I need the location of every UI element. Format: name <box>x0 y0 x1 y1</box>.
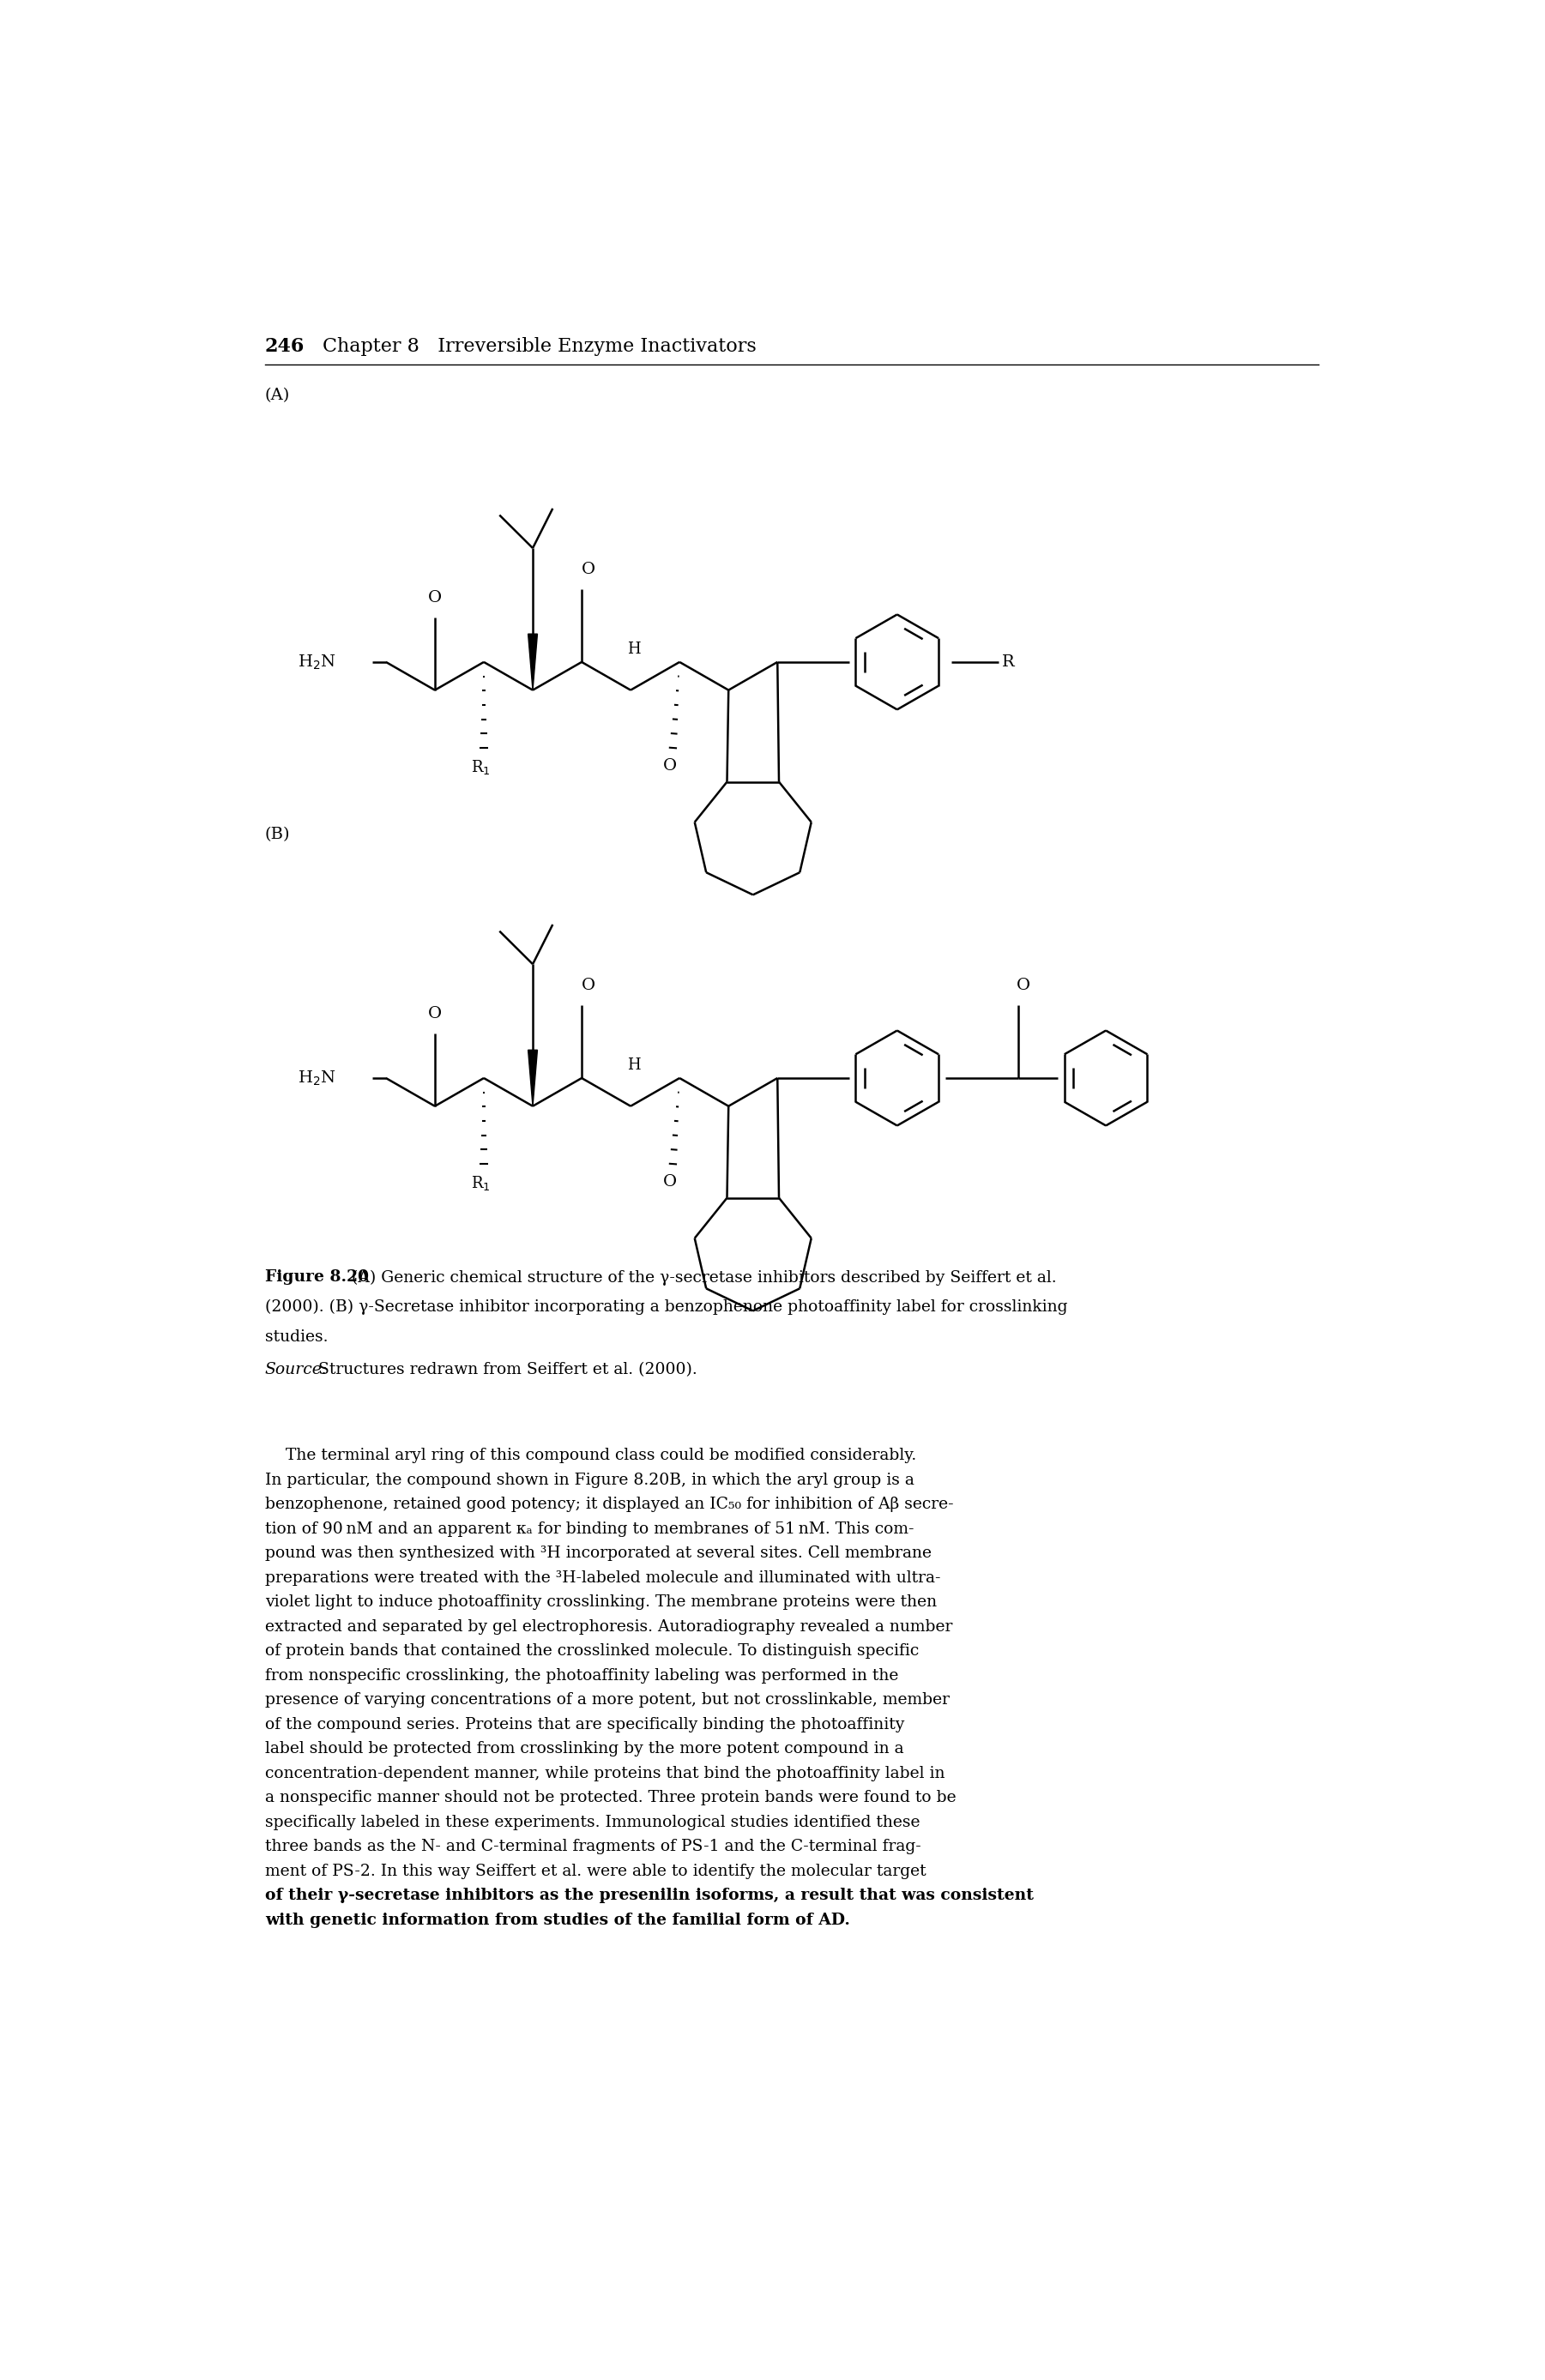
Text: (2000). (B) γ-Secretase inhibitor incorporating a benzophenone photoaffinity lab: (2000). (B) γ-Secretase inhibitor incorp… <box>264 1299 1068 1316</box>
Text: (A) Generic chemical structure of the γ-secretase inhibitors described by Seiffe: (A) Generic chemical structure of the γ-… <box>341 1269 1057 1285</box>
Text: H: H <box>627 643 641 657</box>
Text: with genetic information from studies of the familial form of AD.: with genetic information from studies of… <box>264 1911 850 1928</box>
Text: O: O <box>581 978 595 992</box>
Text: H: H <box>627 1057 641 1073</box>
Text: O: O <box>663 757 677 774</box>
Text: pound was then synthesized with ³H incorporated at several sites. Cell membrane: pound was then synthesized with ³H incor… <box>264 1545 932 1561</box>
Text: H$_2$N: H$_2$N <box>298 652 337 671</box>
Text: of the compound series. Proteins that are specifically binding the photoaffinity: of the compound series. Proteins that ar… <box>264 1716 904 1733</box>
Text: (B): (B) <box>264 828 290 843</box>
Text: 246: 246 <box>264 338 304 357</box>
Polygon shape <box>528 633 538 690</box>
Text: extracted and separated by gel electrophoresis. Autoradiography revealed a numbe: extracted and separated by gel electroph… <box>264 1618 952 1635</box>
Text: In particular, the compound shown in Figure 8.20B, in which the aryl group is a: In particular, the compound shown in Fig… <box>264 1473 915 1488</box>
Text: of their γ-secretase inhibitors as the presenilin isoforms, a result that was co: of their γ-secretase inhibitors as the p… <box>264 1887 1034 1904</box>
Text: three bands as the N- and C-terminal fragments of PS-1 and the C-terminal frag-: three bands as the N- and C-terminal fra… <box>264 1840 921 1854</box>
Text: O: O <box>1017 978 1031 992</box>
Text: preparations were treated with the ³H-labeled molecule and illuminated with ultr: preparations were treated with the ³H-la… <box>264 1571 941 1585</box>
Text: R: R <box>1001 655 1014 669</box>
Text: The terminal aryl ring of this compound class could be modified considerably.: The terminal aryl ring of this compound … <box>264 1447 916 1464</box>
Text: specifically labeled in these experiments. Immunological studies identified thes: specifically labeled in these experiment… <box>264 1814 919 1830</box>
Text: O: O <box>663 1173 677 1190</box>
Text: ment of PS-2. In this way Seiffert et al. were able to identify the molecular ta: ment of PS-2. In this way Seiffert et al… <box>264 1864 925 1878</box>
Text: H$_2$N: H$_2$N <box>298 1069 337 1088</box>
Text: tion of 90 nM and an apparent κₐ for binding to membranes of 51 nM. This com-: tion of 90 nM and an apparent κₐ for bin… <box>264 1521 915 1537</box>
Text: presence of varying concentrations of a more potent, but not crosslinkable, memb: presence of varying concentrations of a … <box>264 1692 950 1709</box>
Text: Structures redrawn from Seiffert et al. (2000).: Structures redrawn from Seiffert et al. … <box>312 1361 697 1378</box>
Text: Source:: Source: <box>264 1361 328 1378</box>
Polygon shape <box>528 1050 538 1107</box>
Text: O: O <box>581 562 595 578</box>
Text: O: O <box>428 1007 442 1021</box>
Text: O: O <box>428 590 442 605</box>
Text: R$_1$: R$_1$ <box>471 1173 490 1192</box>
Text: R$_1$: R$_1$ <box>471 757 490 776</box>
Text: (A): (A) <box>264 388 290 402</box>
Text: Chapter 8   Irreversible Enzyme Inactivators: Chapter 8 Irreversible Enzyme Inactivato… <box>323 338 757 357</box>
Text: benzophenone, retained good potency; it displayed an IC₅₀ for inhibition of Aβ s: benzophenone, retained good potency; it … <box>264 1497 953 1511</box>
Text: Figure 8.20: Figure 8.20 <box>264 1269 369 1285</box>
Text: violet light to induce photoaffinity crosslinking. The membrane proteins were th: violet light to induce photoaffinity cro… <box>264 1595 936 1609</box>
Text: label should be protected from crosslinking by the more potent compound in a: label should be protected from crosslink… <box>264 1742 904 1756</box>
Text: concentration-dependent manner, while proteins that bind the photoaffinity label: concentration-dependent manner, while pr… <box>264 1766 946 1780</box>
Text: a nonspecific manner should not be protected. Three protein bands were found to : a nonspecific manner should not be prote… <box>264 1790 956 1806</box>
Text: studies.: studies. <box>264 1328 328 1345</box>
Text: of protein bands that contained the crosslinked molecule. To distinguish specifi: of protein bands that contained the cros… <box>264 1642 919 1659</box>
Text: from nonspecific crosslinking, the photoaffinity labeling was performed in the: from nonspecific crosslinking, the photo… <box>264 1668 898 1683</box>
